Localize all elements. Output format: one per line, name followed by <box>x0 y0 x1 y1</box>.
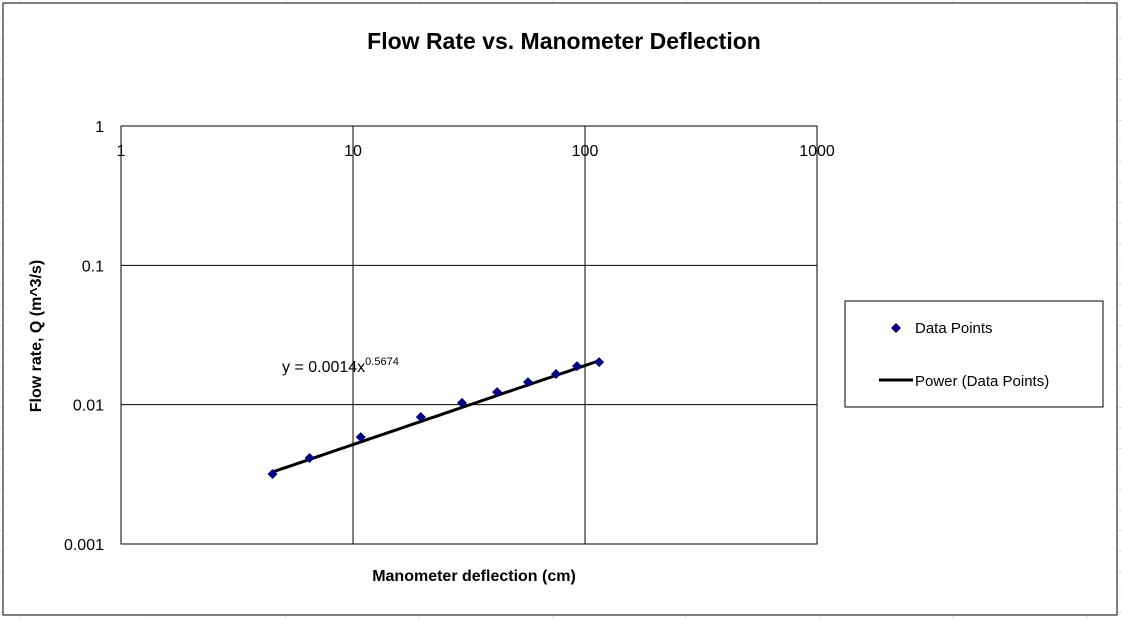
y-tick-label: 0.001 <box>64 537 104 554</box>
data-point <box>304 453 315 464</box>
legend-marker-diamond <box>891 323 901 333</box>
y-tick-label: 0.01 <box>73 398 104 415</box>
plot-border <box>120 125 818 545</box>
x-axis-label: Manometer deflection (cm) <box>372 568 576 585</box>
legend-entry-power: Power (Data Points) <box>915 373 1049 390</box>
data-point <box>267 468 278 479</box>
y-tick-label: 1 <box>95 119 104 136</box>
x-tick-label: 10 <box>344 143 362 160</box>
data-point <box>594 357 605 368</box>
x-tick-label: 1 <box>117 143 126 160</box>
data-point <box>456 397 467 408</box>
data-point <box>355 432 366 443</box>
data-point <box>415 412 426 423</box>
y-tick-label: 0.1 <box>82 258 104 275</box>
data-point <box>572 361 583 372</box>
chart-title: Flow Rate vs. Manometer Deflection <box>367 28 761 54</box>
data-point <box>551 368 562 379</box>
x-tick-label: 100 <box>572 143 599 160</box>
data-point <box>492 387 503 398</box>
trendline-equation: y = 0.0014x0.5674 <box>282 356 399 376</box>
y-axis-label: Flow rate, Q (m^3/s) <box>28 260 45 412</box>
plot-area[interactable]: 1 10 100 1000 0.001 0.01 0.1 1 <box>64 119 835 554</box>
legend[interactable]: Data Points Power (Data Points) <box>844 300 1104 408</box>
data-point <box>523 377 534 388</box>
x-tick-label: 1000 <box>799 143 835 160</box>
trendline-power <box>272 359 600 474</box>
legend-entry-data-points: Data Points <box>915 320 993 337</box>
